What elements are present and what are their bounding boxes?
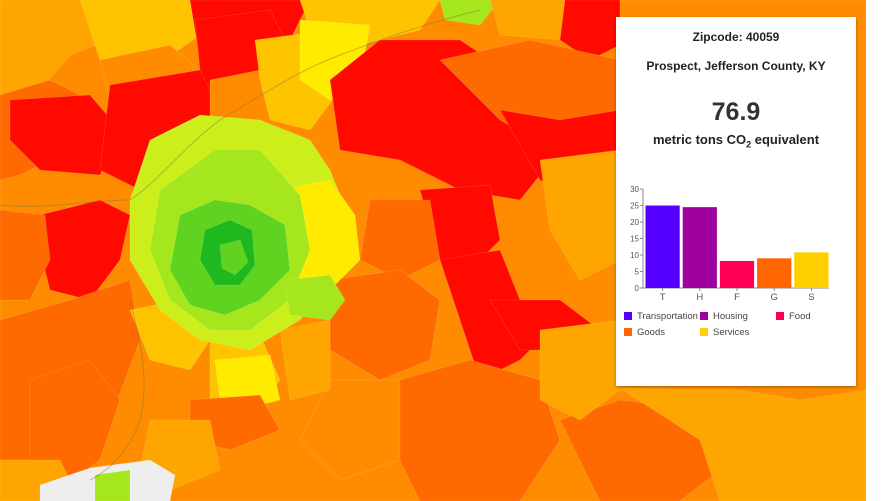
y-tick-label: 20 xyxy=(630,218,639,227)
map-region[interactable] xyxy=(284,274,346,321)
unit-subscript: 2 xyxy=(746,139,752,150)
chart-legend: Transportation Housing Food Goods Services xyxy=(624,308,852,340)
y-tick-label: 25 xyxy=(630,202,639,211)
x-tick-label: S xyxy=(808,292,814,303)
legend-item: Food xyxy=(776,308,852,324)
map-region[interactable] xyxy=(359,199,441,281)
map-region[interactable] xyxy=(618,387,866,501)
emissions-total: 76.9 xyxy=(711,98,761,126)
map-region[interactable] xyxy=(9,94,121,176)
map-region[interactable] xyxy=(94,469,131,501)
river-line xyxy=(89,299,145,481)
legend-label: Food xyxy=(789,310,811,322)
unit-prefix: metric tons CO xyxy=(652,132,747,147)
legend-swatch xyxy=(624,328,632,336)
place-name: Prospect, Jefferson County, KY xyxy=(646,59,826,73)
y-tick-label: 0 xyxy=(635,284,640,293)
unit-suffix: equivalent xyxy=(751,132,820,147)
map-region[interactable] xyxy=(279,319,331,401)
x-tick-label: G xyxy=(771,292,778,303)
bar-s xyxy=(794,252,829,288)
y-tick-label: 30 xyxy=(630,185,639,194)
legend-label: Goods xyxy=(637,326,665,338)
emissions-unit: metric tons CO2 equivalent xyxy=(616,132,856,150)
bar-t xyxy=(645,205,680,288)
legend-swatch xyxy=(624,312,632,320)
zipcode-info-panel: Zipcode: 40059 Prospect, Jefferson Count… xyxy=(616,17,856,386)
legend-label: Housing xyxy=(713,310,748,322)
x-tick-label: F xyxy=(734,292,740,303)
bar-h xyxy=(682,207,717,288)
y-tick-label: 10 xyxy=(630,251,639,260)
map-region[interactable] xyxy=(439,0,501,26)
map-region[interactable] xyxy=(219,239,249,276)
y-tick-label: 15 xyxy=(630,235,639,244)
legend-swatch xyxy=(700,328,708,336)
x-tick-label: T xyxy=(660,292,666,303)
legend-item: Transportation xyxy=(624,308,700,324)
map-region[interactable] xyxy=(539,319,621,421)
map-region[interactable] xyxy=(539,149,621,281)
legend-swatch xyxy=(700,312,708,320)
y-tick-label: 5 xyxy=(635,268,640,277)
legend-item: Goods xyxy=(624,324,700,340)
map-region[interactable] xyxy=(559,0,621,61)
zipcode-label: Zipcode: 40059 xyxy=(692,30,780,44)
river-line xyxy=(0,9,481,207)
map-region[interactable] xyxy=(299,379,401,481)
legend-item: Housing xyxy=(700,308,776,324)
x-tick-label: H xyxy=(696,292,703,303)
map-region[interactable] xyxy=(0,209,51,301)
legend-swatch xyxy=(776,312,784,320)
emissions-bar-chart: 0 5 10 15 20 25 30 T H F G S xyxy=(630,185,829,303)
bar-g xyxy=(757,258,792,288)
legend-label: Transportation xyxy=(637,310,698,322)
legend-item: Services xyxy=(700,324,776,340)
legend-label: Services xyxy=(713,326,750,338)
bar-f xyxy=(719,260,755,288)
